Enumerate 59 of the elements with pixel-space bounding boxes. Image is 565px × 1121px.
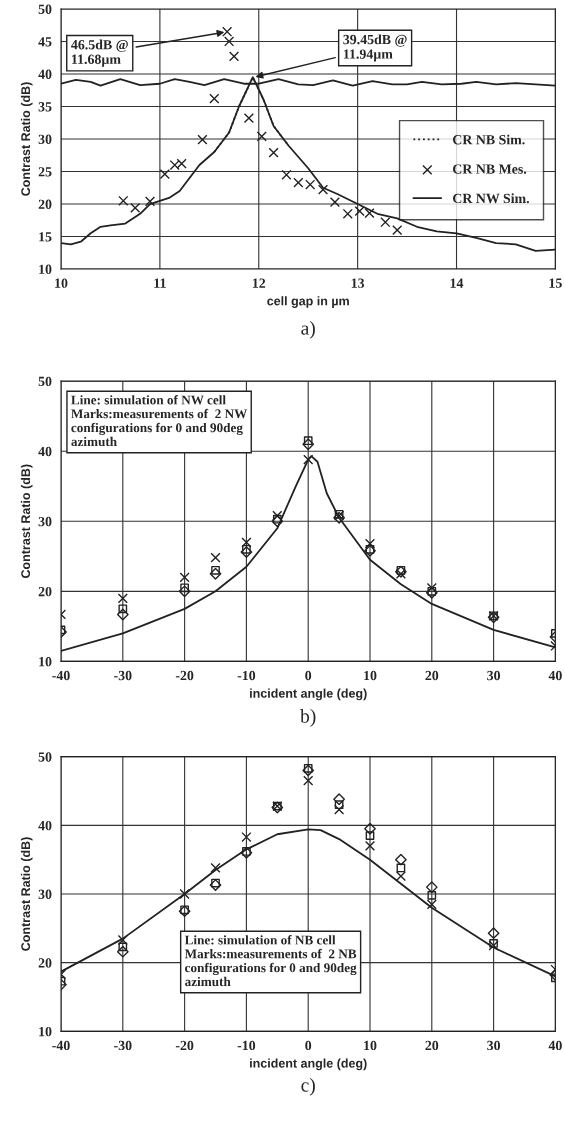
y-tick-label: 25: [38, 167, 52, 177]
y-tick-label: 20: [38, 958, 52, 968]
x-tick-label: -40: [52, 1040, 70, 1051]
x-tick-label: 40: [548, 1040, 562, 1051]
y-tick-label: 15: [39, 232, 52, 242]
y-tick-label: 45: [38, 37, 52, 47]
x-axis-title: cell gap in µm: [267, 296, 349, 308]
y-tick-label: 20: [38, 586, 52, 597]
x-tick-label: 40: [548, 670, 562, 681]
annotation: Line: simulation of NW cell Marks:measurements of 2 NW configurations for 0 and 90deg azimuth: [71, 395, 248, 447]
y-tick-label: 10: [39, 264, 52, 274]
y-tick-label: 40: [38, 69, 52, 79]
x-tick-label: -30: [114, 1040, 132, 1051]
x-tick-label: -40: [52, 670, 70, 681]
y-tick-label: 50: [38, 752, 52, 762]
x-tick-label: -20: [175, 670, 194, 681]
y-tick-label: 35: [38, 102, 52, 112]
annotation: 39.45dB @ 11.94µm: [343, 34, 407, 62]
y-tick-label: 50: [38, 4, 52, 14]
x-tick-label: 0: [305, 670, 312, 681]
y-tick-label: 50: [38, 376, 52, 387]
x-tick-label: 10: [55, 278, 68, 288]
x-tick-label: -10: [237, 670, 256, 681]
y-tick-label: 30: [38, 516, 52, 527]
x-axis-title: incident angle (deg): [250, 688, 367, 701]
annotation: 46.5dB @ 11.68µm: [71, 39, 128, 67]
x-tick-label: 14: [450, 278, 464, 288]
legend-label: CR NB Mes.: [452, 164, 527, 174]
y-tick-label: 30: [38, 889, 52, 899]
x-tick-label: 30: [487, 1040, 501, 1051]
x-tick-label: 0: [305, 1040, 312, 1051]
x-tick-label: -30: [114, 670, 132, 681]
y-axis-title: Contrast Ratio (dB): [20, 837, 33, 951]
y-axis-title: Contrast Ratio (dB): [20, 82, 33, 196]
y-tick-label: 40: [38, 820, 52, 831]
text: a): [301, 321, 315, 339]
y-tick-label: 30: [38, 134, 52, 144]
x-tick-label: -20: [175, 1040, 194, 1051]
y-tick-label: 10: [39, 656, 52, 667]
y-tick-label: 40: [38, 446, 52, 457]
legend-label: CR NW Sim.: [452, 193, 530, 204]
x-tick-label: 20: [425, 670, 439, 681]
annotation: Line: simulation of NB cell Marks:measurements of 2 NB configurations for 0 and 90deg azimuth: [184, 935, 357, 987]
x-tick-label: -10: [237, 1040, 256, 1051]
x-tick-label: 10: [364, 670, 377, 681]
x-tick-label: 11: [154, 278, 166, 288]
text: b): [300, 709, 316, 727]
y-tick-label: 10: [39, 1026, 52, 1037]
x-tick-label: 13: [351, 278, 365, 288]
x-axis-title: incident angle (deg): [250, 1058, 367, 1071]
legend-label: CR NB Sim.: [452, 134, 525, 145]
x-tick-label: 15: [549, 278, 562, 288]
y-tick-label: 20: [38, 199, 52, 209]
x-tick-label: 10: [364, 1040, 377, 1051]
x-tick-label: 30: [487, 670, 501, 681]
x-tick-label: 20: [425, 1040, 439, 1051]
y-axis-title: Contrast Ratio (dB): [20, 464, 33, 579]
x-tick-label: 12: [252, 278, 266, 288]
text: c): [301, 1078, 315, 1096]
